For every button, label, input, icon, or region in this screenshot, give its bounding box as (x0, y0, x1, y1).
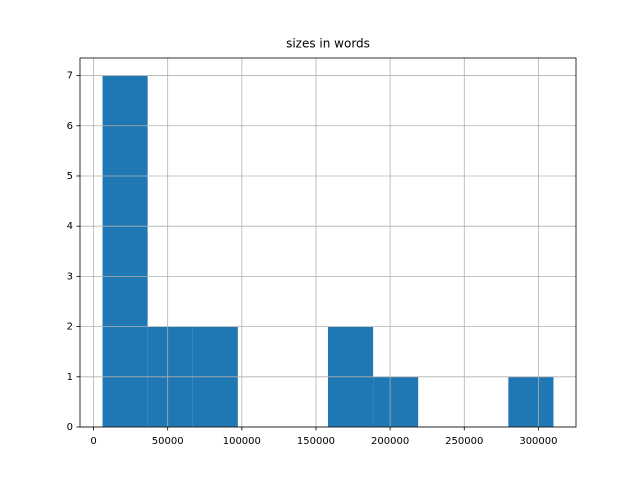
bar (508, 376, 554, 427)
x-tick-label: 50000 (152, 436, 184, 447)
y-tick-label: 0 (67, 422, 73, 433)
x-tick-label: 100000 (223, 436, 261, 447)
x-tick-label: 200000 (371, 436, 409, 447)
plot-frame (79, 57, 577, 428)
y-tick-label: 6 (67, 121, 73, 132)
y-tick-label: 5 (67, 171, 73, 182)
y-tick-label: 3 (67, 271, 73, 282)
y-tick-label: 7 (67, 71, 73, 82)
y-tick-label: 2 (67, 322, 73, 333)
y-tick-label: 4 (67, 221, 73, 232)
bar (102, 75, 148, 428)
chart-title: sizes in words (286, 37, 370, 51)
bar (373, 376, 419, 427)
x-tick-label: 250000 (445, 436, 483, 447)
x-tick-label: 150000 (297, 436, 335, 447)
y-tick-label: 1 (67, 372, 73, 383)
x-tick-label: 0 (90, 436, 96, 447)
x-tick-label: 300000 (519, 436, 557, 447)
